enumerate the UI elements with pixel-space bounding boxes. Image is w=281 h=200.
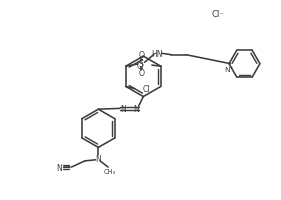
Text: Cl⁻: Cl⁻: [211, 10, 224, 19]
Text: CH₃: CH₃: [103, 168, 116, 174]
Text: HN: HN: [151, 50, 162, 58]
Text: N: N: [133, 104, 139, 113]
Text: N: N: [120, 104, 126, 113]
Text: O: O: [138, 51, 144, 60]
Text: Cl: Cl: [143, 85, 150, 94]
Text: S: S: [139, 60, 144, 69]
Text: N⁺: N⁺: [224, 66, 234, 72]
Text: N: N: [96, 154, 101, 163]
Text: Cl: Cl: [136, 61, 144, 70]
Text: O: O: [138, 69, 144, 78]
Text: N: N: [57, 163, 62, 172]
